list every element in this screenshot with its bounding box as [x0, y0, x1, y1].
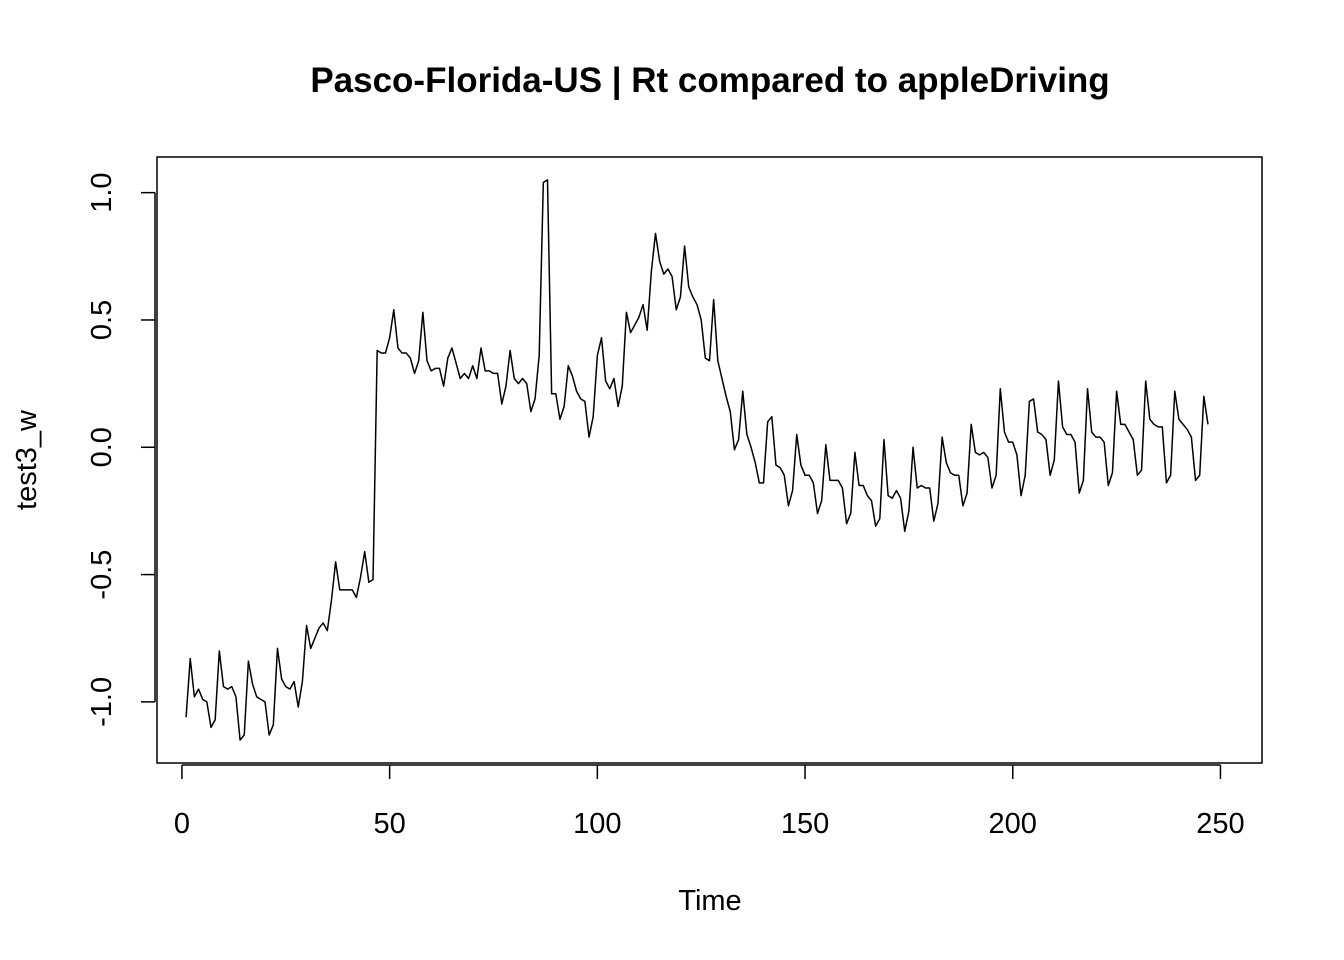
series-line — [185, 179, 1209, 741]
x-tick-label: 150 — [781, 808, 829, 840]
x-axis: 0 50 100 150 200 250 — [174, 765, 1245, 840]
y-axis: -1.0 -0.5 0.0 0.5 1.0 — [86, 172, 155, 727]
y-tick-label: 0.0 — [86, 427, 118, 467]
y-tick-label: -0.5 — [86, 550, 118, 600]
x-tick-label: 50 — [373, 808, 405, 840]
x-tick-label: 0 — [174, 808, 190, 840]
x-tick-label: 100 — [573, 808, 621, 840]
y-tick-label: 1.0 — [86, 172, 118, 212]
chart-title: Pasco-Florida-US | Rt compared to appleD… — [310, 61, 1109, 100]
x-axis-label: Time — [678, 885, 741, 917]
x-tick-label: 200 — [989, 808, 1037, 840]
y-tick-label: 0.5 — [86, 300, 118, 340]
y-axis-label: test3_w — [11, 409, 43, 510]
x-tick-label: 250 — [1196, 808, 1244, 840]
plot-frame — [156, 156, 1263, 764]
y-tick-label: -1.0 — [86, 677, 118, 727]
